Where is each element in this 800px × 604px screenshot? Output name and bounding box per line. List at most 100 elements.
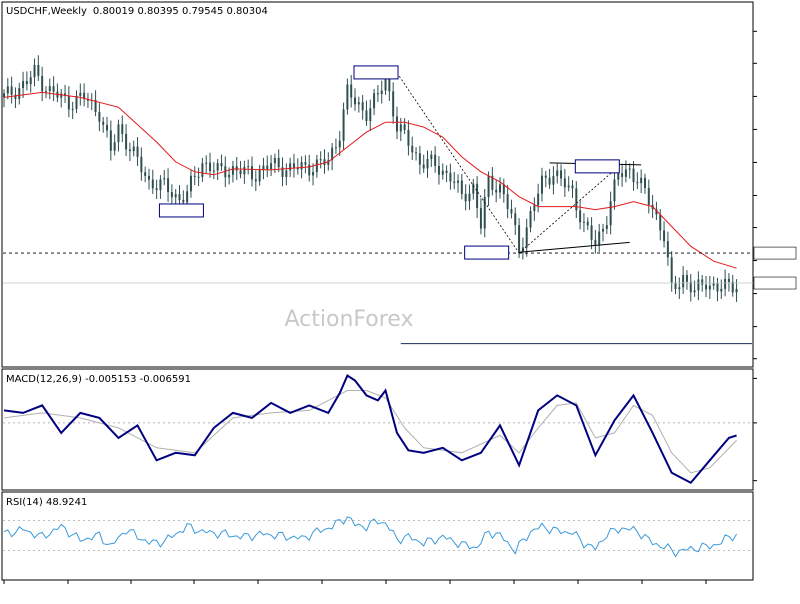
macd-signal-line	[3, 390, 737, 474]
candle-body	[479, 208, 482, 229]
candle-body	[575, 188, 578, 211]
candle-body	[292, 163, 295, 168]
candle-body	[155, 188, 158, 191]
candle-body	[151, 179, 154, 189]
candle-body	[514, 213, 517, 226]
pivot-label-box	[353, 65, 399, 80]
candle-body	[10, 86, 13, 95]
candle-body	[128, 149, 131, 152]
candle-body	[483, 197, 486, 229]
last-price-tag	[753, 276, 797, 290]
candle-body	[25, 81, 28, 85]
candle-body	[598, 231, 601, 246]
candle-body	[270, 163, 273, 170]
candle-body	[159, 179, 162, 191]
candle-body	[3, 93, 5, 98]
candle-body	[418, 153, 421, 165]
candle-body	[510, 209, 513, 214]
candle-body	[178, 194, 181, 201]
candle-body	[430, 154, 433, 159]
candle-body	[506, 194, 509, 210]
candle-body	[64, 93, 67, 96]
candle-body	[632, 168, 635, 183]
date-axis	[3, 580, 707, 584]
candle-body	[243, 166, 246, 175]
candle-body	[586, 221, 589, 226]
candle-body	[727, 278, 730, 282]
candle-body	[346, 84, 349, 110]
candle-body	[502, 184, 505, 195]
candle-body	[327, 160, 330, 165]
candle-body	[228, 174, 231, 178]
candle-body	[289, 163, 292, 171]
candle-body	[350, 84, 353, 98]
macd-marks	[3, 374, 753, 485]
candle-body	[460, 180, 463, 194]
pivot-label-box	[464, 245, 510, 260]
candle-body	[659, 214, 662, 231]
candle-body	[312, 172, 315, 176]
candle-body	[136, 146, 139, 157]
candle-body	[544, 175, 547, 178]
candle-body	[399, 124, 402, 132]
candle-body	[121, 124, 124, 134]
candle-body	[556, 170, 559, 177]
candle-body	[235, 166, 238, 171]
candle-body	[247, 166, 250, 168]
candle-body	[640, 177, 643, 184]
candle-body	[231, 166, 234, 175]
macd-axis	[753, 377, 757, 482]
candle-body	[437, 165, 440, 175]
candle-body	[472, 183, 475, 194]
candle-body	[567, 185, 570, 188]
candle-body	[6, 86, 9, 94]
candle-body	[71, 108, 74, 110]
candle-body	[182, 200, 185, 203]
candle-body	[277, 157, 280, 168]
candle-body	[266, 165, 269, 170]
candle-body	[487, 175, 490, 198]
candle-body	[476, 183, 479, 209]
candle-body	[731, 281, 734, 293]
candle-body	[579, 210, 582, 223]
candle-body	[499, 184, 501, 193]
candle-body	[170, 192, 173, 198]
candle-body	[422, 164, 425, 169]
candle-body	[518, 225, 521, 252]
candle-body	[189, 175, 192, 192]
candle-body	[52, 86, 55, 92]
candle-body	[167, 178, 170, 193]
candle-body	[361, 102, 364, 111]
candle-body	[308, 164, 311, 176]
candle-body	[216, 163, 219, 171]
candle-body	[300, 162, 303, 170]
candle-body	[125, 133, 128, 150]
candle-body	[14, 94, 17, 100]
candle-body	[491, 175, 494, 190]
candle-body	[22, 81, 25, 89]
macd-line	[3, 374, 737, 485]
candle-body	[525, 227, 528, 248]
candle-body	[674, 282, 677, 290]
candle-body	[464, 193, 467, 202]
candle-body	[457, 180, 460, 183]
candle-body	[720, 288, 723, 292]
support-price-tag	[753, 246, 797, 260]
candle-body	[342, 109, 345, 141]
candle-body	[571, 185, 574, 189]
candle-body	[392, 91, 395, 117]
candle-body	[212, 170, 215, 172]
candle-body	[724, 278, 727, 289]
candle-body	[132, 146, 135, 152]
candle-body	[655, 209, 658, 215]
rsi-marks	[3, 516, 753, 558]
candle-body	[41, 75, 44, 92]
candle-body	[613, 179, 616, 202]
candle-body	[540, 175, 543, 194]
candle-body	[18, 88, 21, 100]
pivot-label-box	[158, 203, 204, 218]
candle-body	[689, 281, 692, 293]
candle-body	[666, 241, 669, 258]
candle-body	[197, 176, 200, 178]
candle-body	[708, 285, 711, 290]
